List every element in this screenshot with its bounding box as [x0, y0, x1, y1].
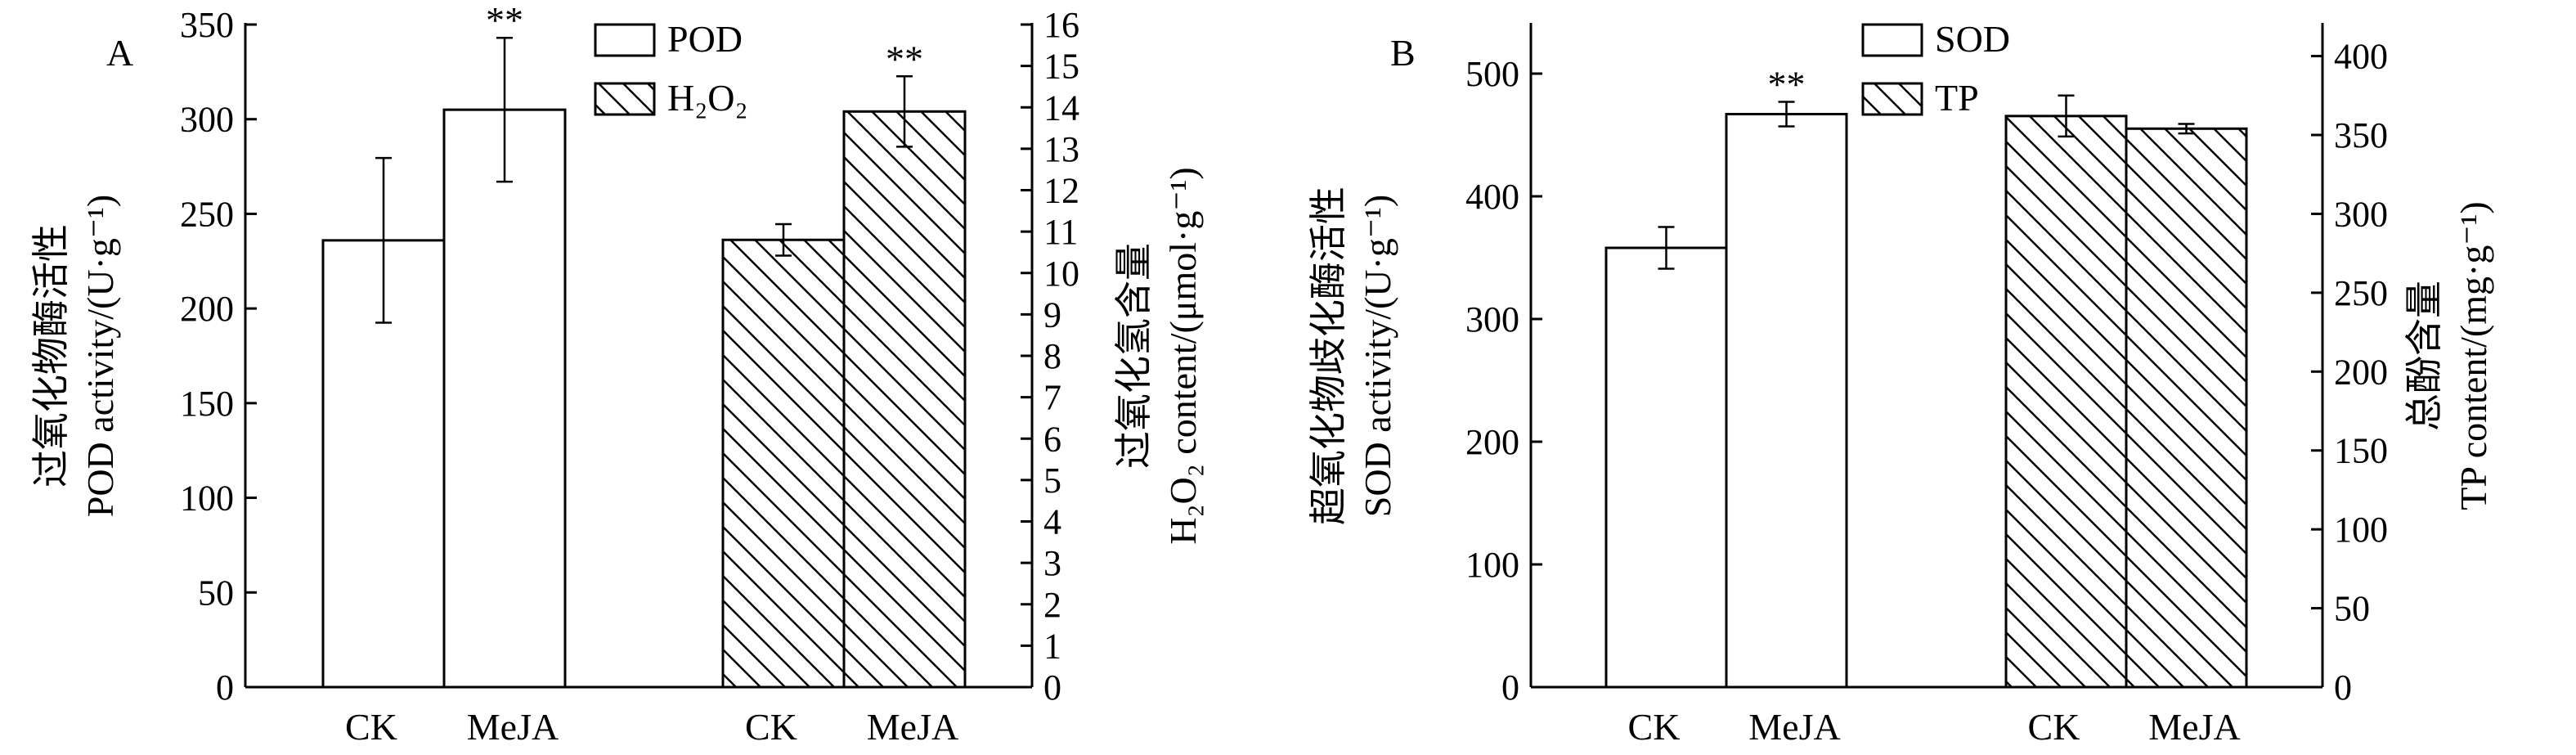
- right-tick-label: 4: [1043, 502, 1061, 542]
- legend-label: TP: [1935, 77, 1979, 119]
- right-tick-label: 5: [1043, 461, 1061, 501]
- right-tick-label: 12: [1043, 171, 1079, 211]
- bar-pod-1: [442, 108, 567, 689]
- bar-tp-1: [2125, 127, 2248, 689]
- significance-label: **: [886, 38, 923, 79]
- chart-panel-b: B ** 0 100 200 300 400 500 0 50 100 150 200 250 300 350…: [1308, 18, 2494, 748]
- significance-label: **: [486, 0, 523, 41]
- left-tick-label: 0: [1501, 667, 1519, 708]
- right-tick-label: 0: [1043, 667, 1061, 708]
- bar-sod-0: [1604, 246, 1728, 689]
- right-tick-label: 16: [1043, 5, 1079, 45]
- right-tick-label: 11: [1043, 212, 1078, 252]
- right-axis-title: 总酚含量: [2403, 281, 2445, 431]
- legend-swatch-h2o2: [594, 82, 656, 116]
- left-tick-label: 150: [180, 384, 234, 424]
- right-tick-label: 14: [1043, 88, 1079, 128]
- bar-h2o2-1: [842, 110, 967, 689]
- x-category-label: MeJA: [467, 706, 559, 748]
- right-tick-label: 3: [1043, 543, 1061, 583]
- left-tick-label: 200: [1465, 422, 1519, 462]
- right-tick-label: 350: [2334, 115, 2388, 155]
- left-axis-title: POD activity/(U·g⁻¹): [79, 195, 121, 518]
- left-tick-label: 200: [180, 289, 234, 329]
- left-tick-label: 300: [180, 100, 234, 140]
- legend-label: POD: [667, 18, 743, 60]
- left-axis-title: SOD activity/(U·g⁻¹): [1357, 195, 1398, 518]
- left-tick-label: 500: [1465, 54, 1519, 94]
- panel-letter: B: [1390, 32, 1416, 74]
- left-tick-label: 300: [1465, 299, 1519, 339]
- left-axis-title: 超氧化物歧化酶活性: [1308, 187, 1349, 525]
- right-tick-label: 15: [1043, 47, 1079, 87]
- right-tick-label: 1: [1043, 626, 1061, 666]
- x-category-label: CK: [745, 706, 797, 748]
- right-tick-label: 250: [2334, 273, 2388, 313]
- right-tick-label: 6: [1043, 419, 1061, 459]
- left-tick-label: 250: [180, 194, 234, 234]
- bar-h2o2-0: [721, 238, 846, 689]
- right-tick-label: 2: [1043, 585, 1061, 625]
- left-tick-label: 50: [198, 573, 234, 613]
- left-tick-label: 100: [180, 479, 234, 519]
- x-category-label: CK: [1628, 706, 1681, 748]
- chart-panel-a: A****05010015020025030035001234567891011…: [30, 0, 1204, 748]
- right-tick-label: 0: [2334, 667, 2352, 708]
- x-category-label: MeJA: [2148, 706, 2240, 748]
- chart-layer: A****05010015020025030035001234567891011…: [30, 0, 2494, 748]
- right-tick-label: 400: [2334, 37, 2388, 77]
- panel-letter: A: [106, 32, 133, 74]
- right-tick-label: 50: [2334, 589, 2370, 629]
- right-tick-label: 10: [1043, 254, 1079, 294]
- x-category-label: MeJA: [1748, 706, 1840, 748]
- right-tick-label: 150: [2334, 431, 2388, 471]
- bar-sod-1: [1725, 113, 1848, 689]
- right-tick-label: 200: [2334, 352, 2388, 392]
- right-tick-label: 7: [1043, 378, 1061, 418]
- left-tick-label: 100: [1465, 545, 1519, 585]
- legend-swatch-sod: [1861, 23, 1923, 57]
- right-tick-label: 13: [1043, 129, 1079, 169]
- right-tick-label: 300: [2334, 194, 2388, 234]
- right-axis-title: 过氧化氢含量: [1113, 243, 1155, 469]
- significance-label: **: [1768, 64, 1806, 106]
- right-tick-label: 100: [2334, 510, 2388, 550]
- right-tick-label: 8: [1043, 336, 1061, 376]
- left-tick-label: 400: [1465, 177, 1519, 217]
- x-category-label: CK: [345, 706, 397, 748]
- legend-label: H₂O₂: [667, 77, 748, 119]
- left-tick-label: 0: [216, 667, 234, 708]
- legend-label: SOD: [1935, 18, 2010, 60]
- bar-tp-0: [2004, 115, 2128, 689]
- right-axis-title: TP content/(mg·g⁻¹): [2453, 201, 2494, 510]
- right-tick-label: 9: [1043, 294, 1061, 335]
- x-category-label: MeJA: [867, 706, 958, 748]
- legend-swatch-pod: [594, 23, 656, 57]
- legend-swatch-tp: [1861, 82, 1923, 116]
- right-axis-title: H₂O₂ content/(μmol·g⁻¹): [1162, 167, 1204, 544]
- x-category-label: CK: [2028, 706, 2080, 748]
- left-axis-title: 过氧化物酶活性: [30, 224, 72, 488]
- left-tick-label: 350: [180, 5, 234, 45]
